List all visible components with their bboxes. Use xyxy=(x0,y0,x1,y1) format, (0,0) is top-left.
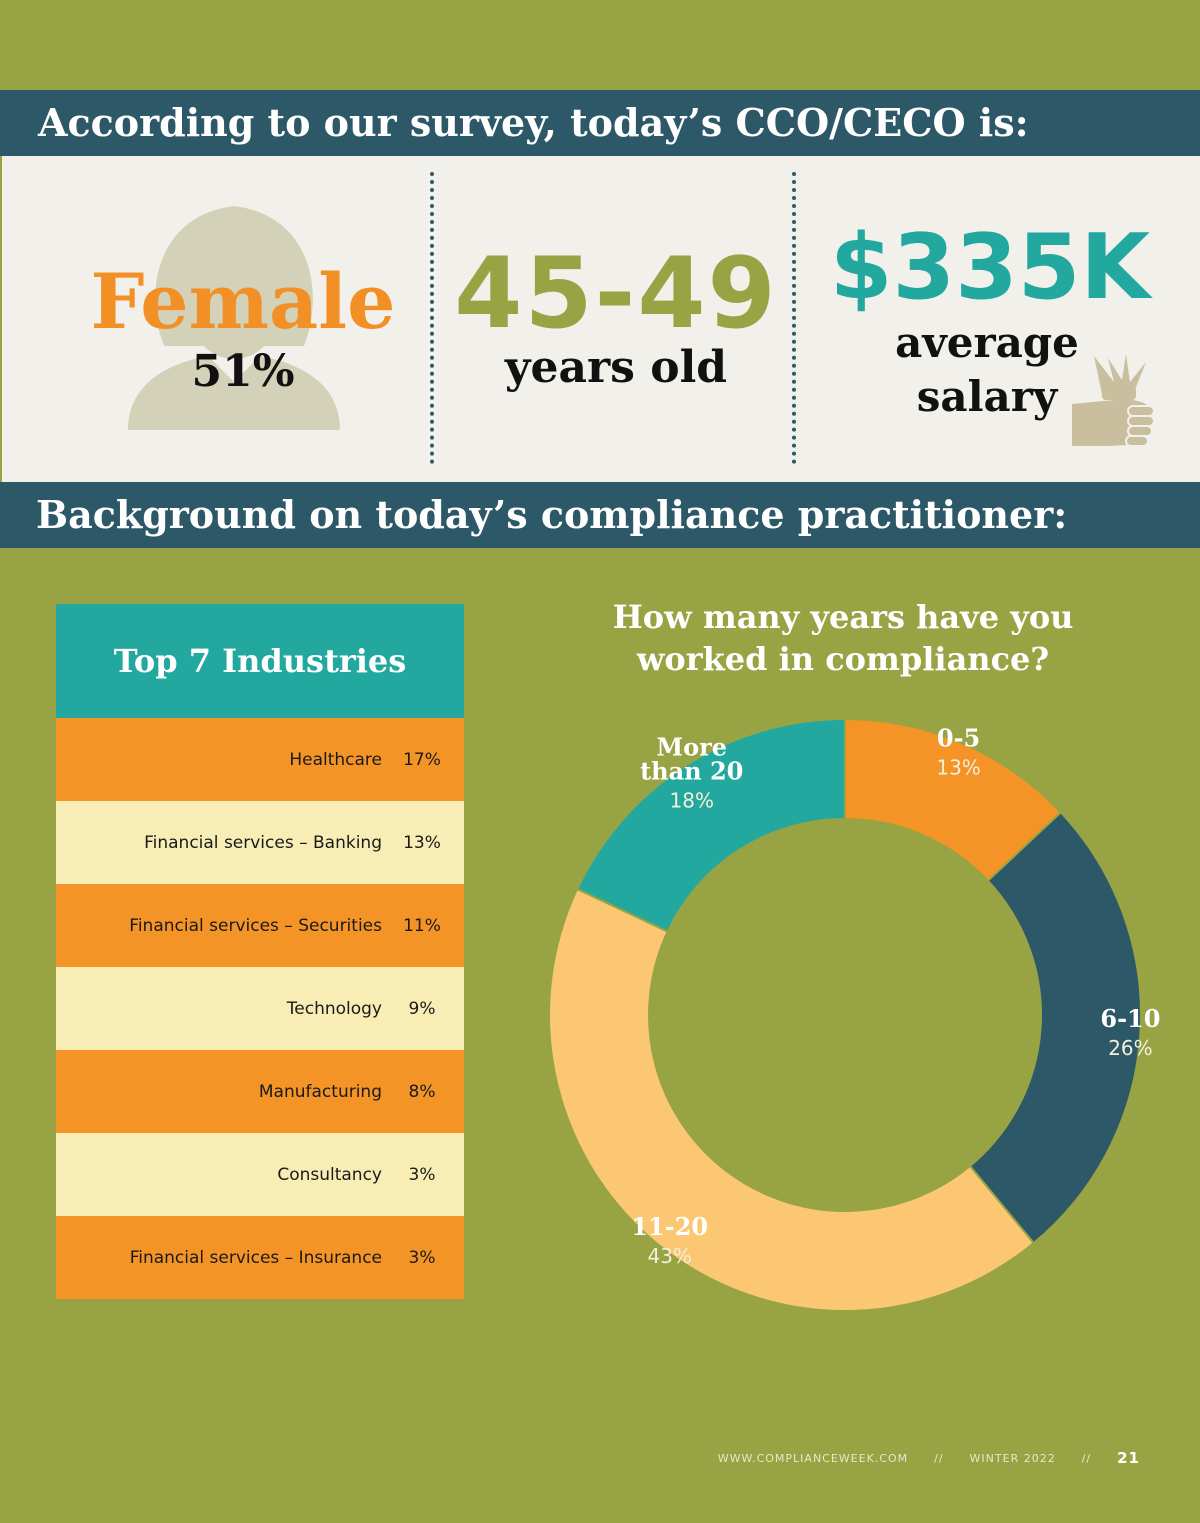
donut-slice-label: 0-5 xyxy=(937,724,980,753)
industry-row: Manufacturing 8% xyxy=(56,1050,464,1133)
industry-value: 13% xyxy=(403,832,441,853)
donut-slice-value: 13% xyxy=(936,756,980,780)
donut-slice xyxy=(968,810,1142,1245)
survey-banner: According to our survey, today’s CCO/CEC… xyxy=(0,90,1200,156)
industry-value: 3% xyxy=(408,1247,436,1268)
profile-panel: Female 51% 45-49 years old $335K average… xyxy=(2,156,1200,482)
salary-value: $335K xyxy=(829,215,1151,320)
salary-subtitle: average salary xyxy=(852,316,1122,424)
donut-slice-label: than 20 xyxy=(640,757,743,786)
industry-value: 11% xyxy=(403,915,441,936)
footer-separator: // xyxy=(934,1451,944,1465)
industry-row: Consultancy 3% xyxy=(56,1133,464,1216)
woman-silhouette-icon xyxy=(128,206,340,430)
industry-label: Healthcare xyxy=(289,749,382,770)
industry-row: Financial services – Securities 11% xyxy=(56,884,464,967)
industry-label: Consultancy xyxy=(277,1164,382,1185)
footer-separator: // xyxy=(1081,1451,1092,1465)
industry-label: Financial services – Securities xyxy=(129,915,382,936)
background-banner: Background on today’s compliance practit… xyxy=(0,482,1200,548)
donut-chart-title: How many years have you worked in compli… xyxy=(612,598,1074,678)
industry-label: Financial services – Banking xyxy=(144,832,382,853)
age-subtitle: years old xyxy=(504,342,728,393)
industry-value: 9% xyxy=(408,998,436,1019)
industry-label: Technology xyxy=(286,998,382,1019)
donut-slice-value: 18% xyxy=(670,789,714,813)
salary-subtitle-line1: average xyxy=(895,318,1079,367)
industry-row: Healthcare 17% xyxy=(56,718,464,801)
industry-value: 17% xyxy=(403,749,441,770)
donut-slice-label: More xyxy=(657,733,728,762)
industries-title: Top 7 Industries xyxy=(56,604,464,718)
divider xyxy=(430,172,434,464)
gender-label: Female xyxy=(90,257,396,346)
age-range: 45-49 xyxy=(454,237,778,351)
industry-value: 8% xyxy=(408,1081,436,1102)
industry-label: Financial services – Insurance xyxy=(129,1247,382,1268)
industry-row: Financial services – Banking 13% xyxy=(56,801,464,884)
divider xyxy=(792,172,796,464)
hand-holding-money-icon xyxy=(1072,354,1155,447)
industries-rows: Healthcare 17% Financial services – Bankin… xyxy=(56,718,464,1299)
industry-label: Manufacturing xyxy=(258,1081,382,1102)
donut-slice-label: 6-10 xyxy=(1100,1004,1160,1033)
donut-slice-label: 11-20 xyxy=(631,1212,708,1241)
industry-row: Technology 9% xyxy=(56,967,464,1050)
industries-table: Top 7 Industries Healthcare 17% Financial … xyxy=(56,604,464,1299)
donut-slice xyxy=(575,717,846,933)
donut-slice-value: 43% xyxy=(647,1244,691,1268)
donut-slice-value: 26% xyxy=(1108,1036,1152,1060)
page-number: 21 xyxy=(1117,1449,1140,1467)
footer: WWW.COMPLIANCEWEEK.COM // WINTER 2022 //… xyxy=(600,1448,1140,1468)
salary-subtitle-line2: salary xyxy=(916,372,1058,421)
footer-site: WWW.COMPLIANCEWEEK.COM xyxy=(717,1451,909,1465)
footer-issue: WINTER 2022 xyxy=(969,1451,1056,1465)
donut-slice xyxy=(548,887,1036,1312)
gender-percent: 51% xyxy=(191,346,295,397)
industry-row: Financial services – Insurance 3% xyxy=(56,1216,464,1299)
industry-value: 3% xyxy=(408,1164,436,1185)
